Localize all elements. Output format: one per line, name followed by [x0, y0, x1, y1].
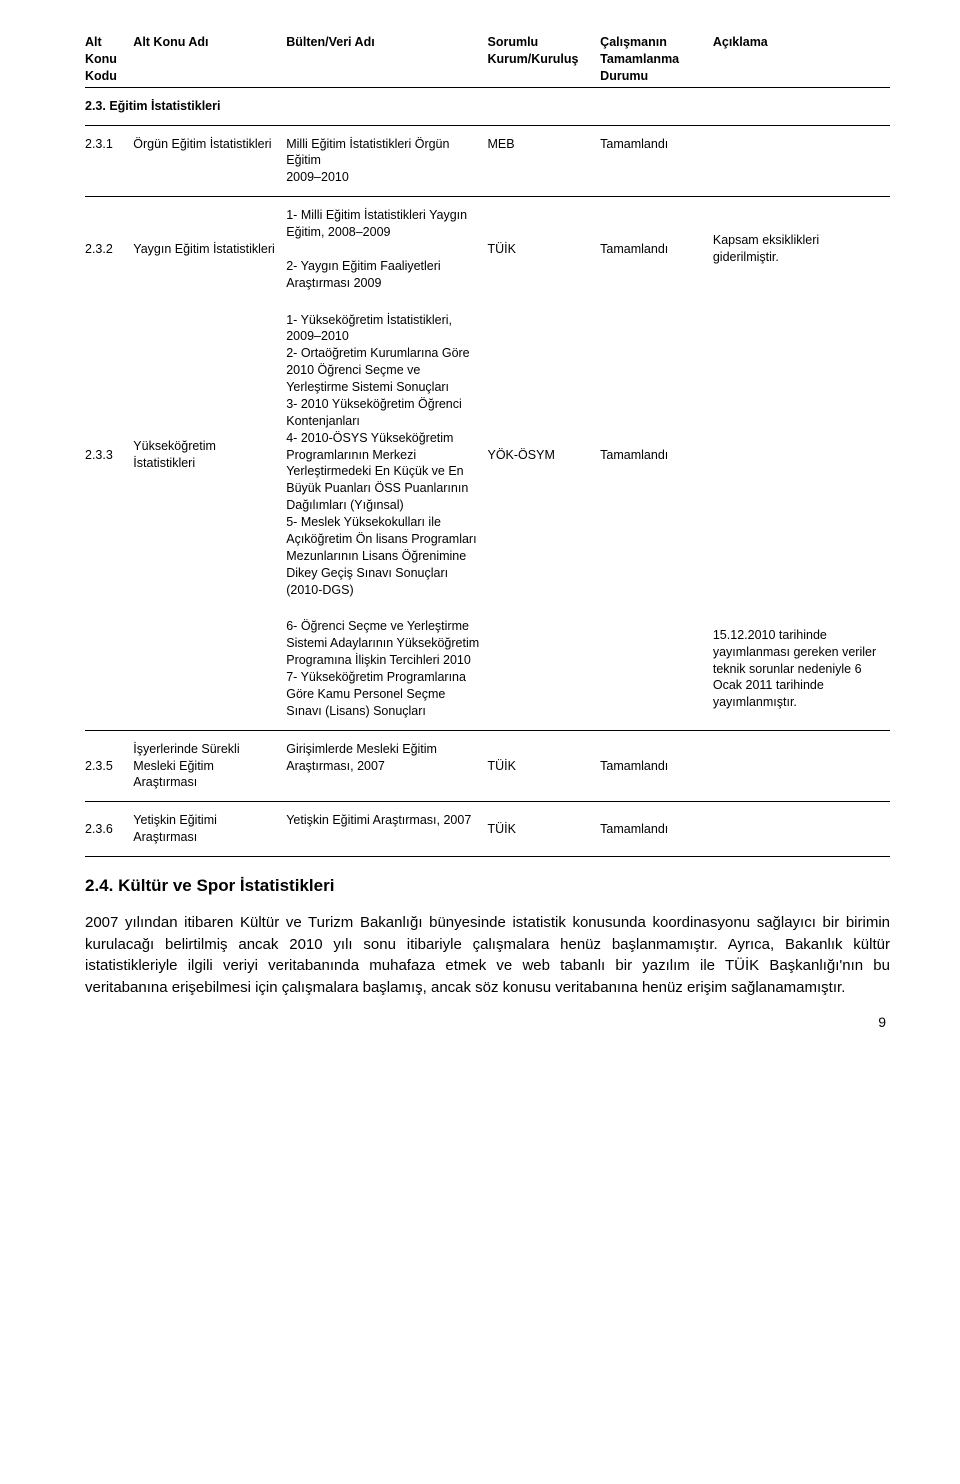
page: Alt Konu Kodu Alt Konu Adı Bülten/Veri A… — [0, 0, 960, 1072]
table-row: 2.3.3 Yükseköğretim İstatistikleri 1- Yü… — [85, 302, 890, 609]
section-title: 2.3. Eğitim İstatistikleri — [85, 88, 890, 125]
col-header-status: Çalışmanın Tamamlanma Durumu — [600, 30, 713, 87]
cell-status: Tamamlandı — [600, 197, 713, 301]
cell-note — [713, 126, 890, 197]
cell-org: MEB — [487, 126, 600, 197]
cell-code — [85, 608, 133, 729]
cell-code: 2.3.5 — [85, 731, 133, 802]
col-header-note: Açıklama — [713, 30, 890, 87]
col-header-org: Sorumlu Kurum/Kuruluş — [487, 30, 600, 87]
page-number: 9 — [85, 1013, 890, 1032]
cell-bulletin: Milli Eğitim İstatistikleri Örgün Eğitim… — [286, 126, 487, 197]
col-header-name: Alt Konu Adı — [133, 30, 286, 87]
cell-bulletin: Yetişkin Eğitimi Araştırması, 2007 — [286, 802, 487, 856]
cell-org: TÜİK — [487, 731, 600, 802]
cell-org: TÜİK — [487, 802, 600, 856]
cell-name: Yaygın Eğitim İstatistikleri — [133, 197, 286, 301]
cell-status: Tamamlandı — [600, 126, 713, 197]
cell-bulletin: 1- Milli Eğitim İstatistikleri Yaygın Eğ… — [286, 197, 487, 301]
cell-name: İşyerlerinde Sürekli Mesleki Eğitim Araş… — [133, 731, 286, 802]
cell-note: Kapsam eksiklikleri giderilmiştir. — [713, 197, 890, 301]
section-heading-2-4: 2.4. Kültür ve Spor İstatistikleri — [85, 875, 890, 898]
cell-status — [600, 608, 713, 729]
cell-bulletin: 1- Yükseköğretim İstatistikleri, 2009–20… — [286, 302, 487, 609]
col-header-code: Alt Konu Kodu — [85, 30, 133, 87]
cell-code: 2.3.6 — [85, 802, 133, 856]
cell-status: Tamamlandı — [600, 802, 713, 856]
cell-code: 2.3.3 — [85, 302, 133, 609]
cell-name: Yetişkin Eğitimi Araştırması — [133, 802, 286, 856]
cell-status: Tamamlandı — [600, 731, 713, 802]
cell-note — [713, 731, 890, 802]
cell-name: Örgün Eğitim İstatistikleri — [133, 126, 286, 197]
cell-note: 15.12.2010 tarihinde yayımlanması gereke… — [713, 608, 890, 729]
end-rule — [85, 856, 890, 857]
cell-name — [133, 608, 286, 729]
cell-bulletin: Girişimlerde Mesleki Eğitim Araştırması,… — [286, 731, 487, 802]
cell-note — [713, 802, 890, 856]
cell-status: Tamamlandı — [600, 302, 713, 609]
table-row: 2.3.1 Örgün Eğitim İstatistikleri Milli … — [85, 126, 890, 197]
body-paragraph: 2007 yılından itibaren Kültür ve Turizm … — [85, 912, 890, 999]
stats-table: Alt Konu Kodu Alt Konu Adı Bülten/Veri A… — [85, 30, 890, 857]
cell-code: 2.3.1 — [85, 126, 133, 197]
cell-org: YÖK-ÖSYM — [487, 302, 600, 609]
table-row: 2.3.6 Yetişkin Eğitimi Araştırması Yetiş… — [85, 802, 890, 856]
table-row: 6- Öğrenci Seçme ve Yerleştirme Sistemi … — [85, 608, 890, 729]
col-header-bulletin: Bülten/Veri Adı — [286, 30, 487, 87]
cell-note — [713, 302, 890, 609]
cell-name: Yükseköğretim İstatistikleri — [133, 302, 286, 609]
cell-code: 2.3.2 — [85, 197, 133, 301]
table-row: 2.3.5 İşyerlerinde Sürekli Mesleki Eğiti… — [85, 731, 890, 802]
cell-org: TÜİK — [487, 197, 600, 301]
header-row: Alt Konu Kodu Alt Konu Adı Bülten/Veri A… — [85, 30, 890, 87]
cell-org — [487, 608, 600, 729]
table-row: 2.3.2 Yaygın Eğitim İstatistikleri 1- Mi… — [85, 197, 890, 301]
cell-bulletin: 6- Öğrenci Seçme ve Yerleştirme Sistemi … — [286, 608, 487, 729]
